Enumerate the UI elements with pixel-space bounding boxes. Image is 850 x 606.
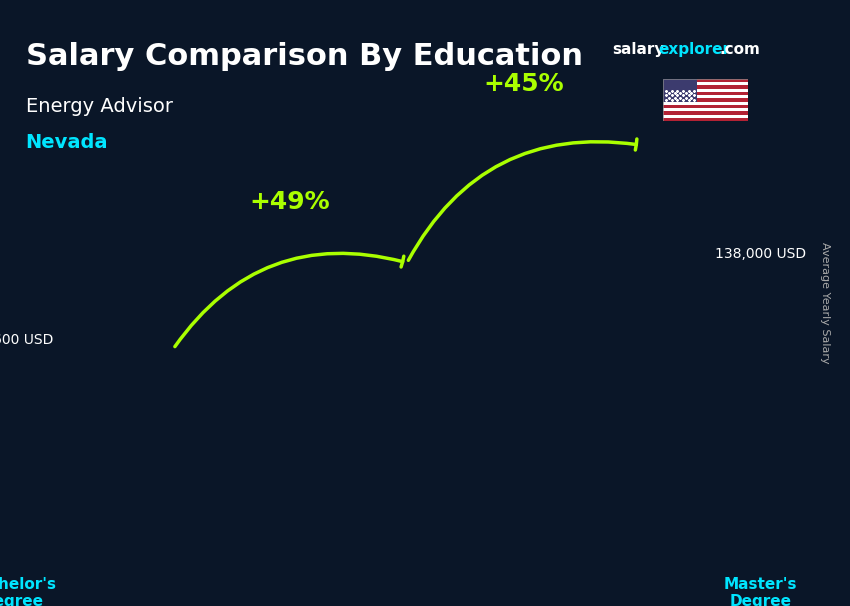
Bar xyxy=(663,95,748,98)
Bar xyxy=(663,102,748,105)
Text: Average Yearly Salary: Average Yearly Salary xyxy=(819,242,830,364)
Text: Bachelor's
Degree: Bachelor's Degree xyxy=(0,577,57,606)
Text: explorer: explorer xyxy=(659,42,731,58)
Bar xyxy=(663,92,748,95)
Text: 92,600 USD: 92,600 USD xyxy=(0,333,54,347)
Text: salary: salary xyxy=(612,42,665,58)
Bar xyxy=(663,108,748,112)
Bar xyxy=(663,98,748,102)
Text: Energy Advisor: Energy Advisor xyxy=(26,97,173,116)
Bar xyxy=(663,82,748,85)
Bar xyxy=(663,112,748,115)
Bar xyxy=(663,118,748,121)
Text: Nevada: Nevada xyxy=(26,133,108,152)
Text: .com: .com xyxy=(720,42,761,58)
Bar xyxy=(663,115,748,118)
Bar xyxy=(663,85,748,88)
Text: 138,000 USD: 138,000 USD xyxy=(715,247,806,261)
Text: Salary Comparison By Education: Salary Comparison By Education xyxy=(26,42,582,72)
Text: +49%: +49% xyxy=(250,190,331,214)
Bar xyxy=(663,79,697,102)
Text: +45%: +45% xyxy=(484,72,564,96)
Bar xyxy=(663,88,748,92)
Bar xyxy=(663,79,748,82)
Text: Master's
Degree: Master's Degree xyxy=(723,577,797,606)
Bar xyxy=(663,105,748,108)
